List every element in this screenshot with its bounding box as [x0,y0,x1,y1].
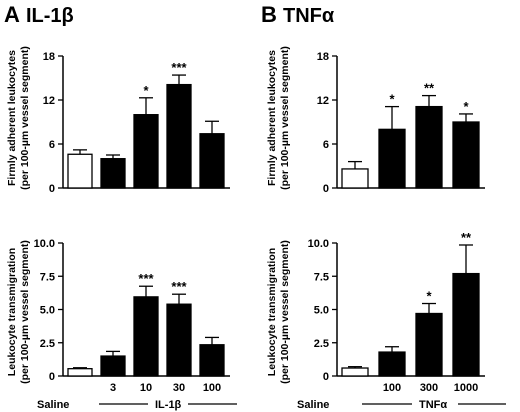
y-tick-label: 2.5 [40,338,55,350]
bar [199,133,225,189]
bar [415,105,443,189]
y-tick-label: 18 [43,51,55,63]
bar [415,312,443,377]
bar [100,355,126,377]
significance-label: * [426,289,432,304]
significance-label: * [143,83,149,98]
panel-a-letter: A [4,2,20,27]
significance-label: *** [138,271,154,286]
bar [166,303,192,377]
bar [452,121,480,189]
y-tick-label: 6 [323,139,329,151]
bar [67,368,93,377]
ylabel-a-bottom: Leukocyte transmigration (per 100-µm ves… [6,240,31,384]
y-tick-label: 6 [49,139,55,151]
x-tick-label: 1000 [454,382,478,394]
significance-label: * [463,99,469,114]
y-tick-label: 5.0 [40,305,55,317]
significance-label: ** [461,230,472,245]
bar [100,158,126,189]
y-tick-label: 0 [49,183,55,195]
y-tick-label: 7.5 [314,271,329,283]
ylabel-b-bottom-line1: Leukocyte transmigration [266,248,278,376]
ylabel-a-bottom-line1: Leukocyte transmigration [6,248,18,376]
y-tick-label: 12 [43,95,55,107]
bar [378,351,406,377]
group-label-saline-b: Saline [297,399,329,411]
x-tick-label: 10 [140,382,152,394]
y-tick-label: 7.5 [40,271,55,283]
group-label-treatment-a: IL-1β [155,399,182,411]
bar [166,83,192,189]
significance-label: * [389,92,395,107]
y-tick-label: 5.0 [314,305,329,317]
significance-label: *** [171,279,187,294]
group-label-treatment-b: TNFα [419,399,447,411]
bar [452,272,480,377]
bar [341,168,369,189]
y-tick-label: 0 [323,371,329,383]
panel-a-title: IL-1β [26,5,74,27]
group-label-saline-a: Saline [37,399,69,411]
ylabel-a-bottom-line2: (per 100-µm vessel segment) [19,240,31,384]
ylabel-b-top-line2: (per 100-µm vessel segment) [279,46,291,190]
bar [67,153,93,189]
x-tick-label: 30 [173,382,185,394]
y-tick-label: 10.0 [308,238,329,250]
significance-label: *** [171,60,187,75]
bar [133,296,159,377]
x-tick-label: 100 [383,382,401,394]
panel-b-title: TNFα [283,5,335,27]
ylabel-a-top-line1: Firmly adherent leukocytes [6,50,18,186]
chart-a-bottom: 0 2.5 5.0 7.5 10.0 *** *** [34,238,230,383]
chart-b-bottom: 02.55.07.510.0*** [308,230,485,383]
significance-label: ** [424,81,435,96]
ylabel-b-bottom: Leukocyte transmigration (per 100-µm ves… [266,240,291,384]
ylabel-b-bottom-line2: (per 100-µm vessel segment) [279,240,291,384]
x-tick-label: 3 [110,382,116,394]
ylabel-a-top: Firmly adherent leukocytes (per 100-µm v… [6,46,31,190]
y-tick-label: 0 [49,371,55,383]
y-tick-label: 0 [323,183,329,195]
panel-b-letter: B [261,2,277,27]
ylabel-a-top-line2: (per 100-µm vessel segment) [19,46,31,190]
bar [199,344,225,377]
bar [133,114,159,189]
y-tick-label: 10.0 [34,238,55,250]
bar [341,367,369,377]
ylabel-b-top: Firmly adherent leukocytes (per 100-µm v… [266,46,291,190]
y-tick-label: 18 [317,51,329,63]
y-tick-label: 2.5 [314,338,329,350]
x-categories-b: 100 300 1000 [383,382,478,394]
bar [378,128,406,189]
x-tick-label: 300 [420,382,438,394]
y-tick-label: 12 [317,95,329,107]
x-categories-a: 3 10 30 100 [110,382,221,394]
ylabel-b-top-line1: Firmly adherent leukocytes [266,50,278,186]
x-tick-label: 100 [203,382,221,394]
